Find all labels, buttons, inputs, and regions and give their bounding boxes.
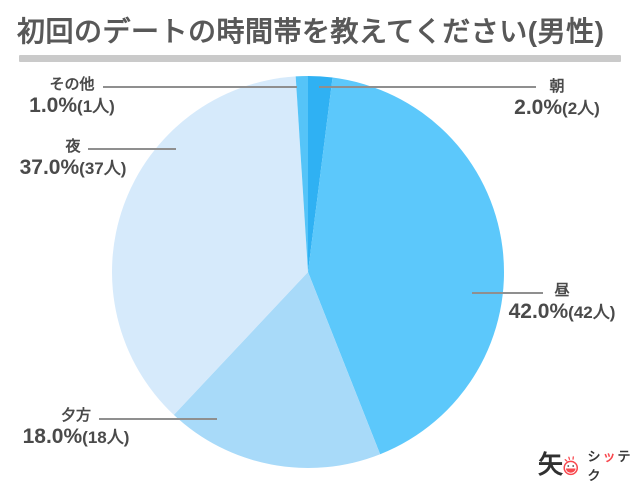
callout-sonota-count: (1人) xyxy=(77,97,115,116)
callout-asa-percent: 2.0% xyxy=(514,96,563,119)
pie-slice-0 xyxy=(308,76,333,272)
callout-asa-label: 朝 xyxy=(549,78,565,95)
callout-hiru-percent: 42.0% xyxy=(508,300,569,323)
leader-line-sonota xyxy=(103,86,297,88)
logo-text-tsu: ッ xyxy=(602,449,618,464)
callout-hiru-value: 42.0%(42人) xyxy=(509,300,616,325)
callout-asa-value: 2.0%(2人) xyxy=(514,96,600,121)
leader-line-asa xyxy=(319,86,536,88)
callout-yoru-count: (37人) xyxy=(79,159,127,178)
callout-hiru-label: 昼 xyxy=(554,282,570,299)
callout-asa-count: (2人) xyxy=(562,99,600,118)
logo-text: シッテク xyxy=(588,446,640,484)
logo-text-shi: シ xyxy=(587,449,603,464)
title-separator xyxy=(19,55,621,62)
leader-line-hiru xyxy=(472,292,543,294)
callout-yoru-percent: 37.0% xyxy=(19,156,80,179)
callout-hiru-count: (42人) xyxy=(568,303,616,322)
callout-yugata-count: (18人) xyxy=(82,428,130,447)
callout-sonota-percent: 1.0% xyxy=(29,94,78,117)
logo-kanji: 矢 xyxy=(538,451,564,479)
callout-sonota-value: 1.0%(1人) xyxy=(29,94,115,119)
pie-slice-1 xyxy=(308,77,504,455)
brand-logo: 矢 シッテク xyxy=(538,446,640,484)
callout-yoru: 夜 37.0%(37人) xyxy=(20,138,127,181)
callout-yugata-percent: 18.0% xyxy=(22,425,83,448)
callout-yoru-label: 夜 xyxy=(65,138,81,155)
smiley-face-icon xyxy=(563,455,579,475)
callout-sonota-label: その他 xyxy=(49,76,95,93)
logo-text-teku: テク xyxy=(587,449,633,483)
leader-line-yugata xyxy=(99,418,217,420)
callout-sonota: その他 1.0%(1人) xyxy=(29,76,115,119)
callout-yugata-value: 18.0%(18人) xyxy=(23,425,130,450)
callout-asa: 朝 2.0%(2人) xyxy=(514,78,600,121)
pie-slice-3 xyxy=(112,76,308,415)
pie-slice-2 xyxy=(173,272,381,469)
page-title: 初回のデートの時間帯を教えてください(男性) xyxy=(17,16,605,47)
callout-yugata-label: 夕方 xyxy=(60,407,91,424)
callout-yugata: 夕方 18.0%(18人) xyxy=(23,407,130,450)
pie-slice-4 xyxy=(295,76,308,272)
callout-hiru: 昼 42.0%(42人) xyxy=(509,282,616,325)
callout-yoru-value: 37.0%(37人) xyxy=(20,156,127,181)
leader-line-yoru xyxy=(88,148,176,150)
